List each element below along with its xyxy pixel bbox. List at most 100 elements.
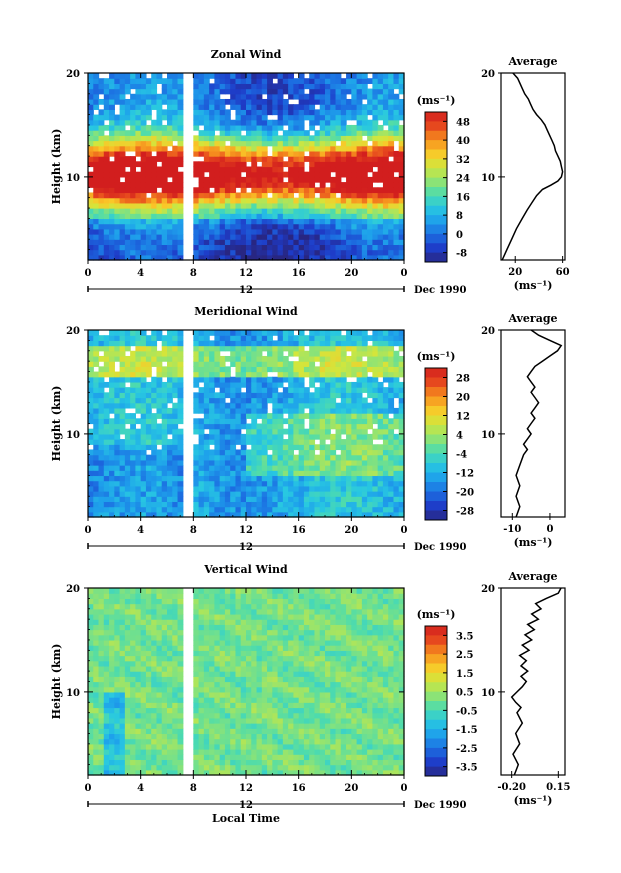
vertical-heatmap-cell <box>193 608 200 615</box>
vertical-heatmap-cell <box>114 697 121 703</box>
zonal-heatmap-cell <box>298 130 305 136</box>
zonal-heatmap-cell <box>325 119 331 126</box>
meridional-heatmap-cell <box>161 340 168 347</box>
vertical-heatmap-cell <box>167 749 173 755</box>
zonal-heatmap-cell <box>98 130 105 136</box>
zonal-heatmap-cell <box>198 88 205 95</box>
meridional-heatmap-cell <box>372 475 379 482</box>
meridional-heatmap-cell <box>167 355 173 362</box>
meridional-heatmap-cell <box>156 428 163 435</box>
vertical-heatmap-cell <box>167 712 173 719</box>
zonal-heatmap-cell <box>398 182 405 188</box>
zonal-heatmap-cell <box>372 88 379 95</box>
zonal-heatmap-cell <box>277 171 284 178</box>
vertical-heatmap-cell <box>109 671 115 677</box>
meridional-heatmap-cell <box>251 397 258 404</box>
meridional-heatmap-cell <box>282 335 289 341</box>
meridional-heatmap-cell <box>288 511 294 518</box>
vertical-heatmap-cell <box>209 749 215 755</box>
zonal-heatmap-cell <box>109 192 115 199</box>
meridional-heatmap-cell <box>267 387 273 393</box>
vertical-heatmap-cell <box>177 650 184 657</box>
vertical-heatmap-cell <box>214 665 221 672</box>
zonal-heatmap-cell <box>382 93 389 100</box>
meridional-heatmap-cell <box>356 381 363 388</box>
meridional-colorbar-segment <box>425 444 447 454</box>
meridional-heatmap-cell <box>88 345 94 352</box>
meridional-heatmap-cell <box>314 454 321 461</box>
zonal-heatmap-cell <box>251 223 258 230</box>
meridional-heatmap-cell <box>135 491 142 497</box>
zonal-heatmap-cell <box>151 145 158 152</box>
zonal-heatmap-cell <box>124 249 131 256</box>
meridional-heatmap-cell <box>377 335 384 341</box>
zonal-heatmap-cell <box>261 249 268 256</box>
zonal-heatmap-cell <box>288 228 294 235</box>
meridional-heatmap-cell <box>309 376 316 383</box>
zonal-heatmap-cell <box>177 161 184 168</box>
meridional-heatmap-cell <box>372 413 379 419</box>
zonal-heatmap-cell <box>356 244 363 251</box>
meridional-heatmap-cell <box>177 366 184 373</box>
meridional-heatmap-cell <box>135 371 142 378</box>
meridional-heatmap-cell <box>172 444 179 451</box>
zonal-heatmap-cell <box>346 145 352 152</box>
meridional-heatmap-cell <box>372 335 379 341</box>
zonal-heatmap-cell <box>156 208 163 214</box>
meridional-heatmap-cell <box>114 439 121 445</box>
zonal-heatmap-cell <box>198 239 205 246</box>
meridional-heatmap-cell <box>151 381 158 388</box>
vertical-heatmap-cell <box>114 733 121 740</box>
zonal-heatmap-cell <box>193 93 200 100</box>
zonal-heatmap-cell <box>246 223 252 230</box>
meridional-profile-xtick-label: 0 <box>546 524 553 535</box>
meridional-heatmap-cell <box>209 433 215 440</box>
meridional-heatmap-cell <box>240 439 247 445</box>
meridional-heatmap-cell <box>398 485 405 492</box>
zonal-heatmap-cell <box>367 109 373 116</box>
zonal-heatmap-cell <box>193 187 200 194</box>
meridional-heatmap-cell <box>314 444 321 451</box>
vertical-heatmap-cell <box>114 665 121 672</box>
meridional-heatmap-cell <box>130 330 136 336</box>
vertical-heatmap-cell <box>114 598 121 605</box>
meridional-heatmap-cell <box>251 491 258 497</box>
meridional-heatmap-cell <box>98 340 105 347</box>
vertical-heatmap-cell <box>119 629 126 636</box>
meridional-heatmap-cell <box>256 444 263 451</box>
meridional-heatmap-cell <box>393 465 400 471</box>
zonal-heatmap-cell <box>293 218 300 225</box>
zonal-heatmap-cell <box>119 93 126 100</box>
meridional-heatmap-cell <box>261 444 268 451</box>
zonal-heatmap-cell <box>224 213 231 220</box>
meridional-heatmap-cell <box>235 501 242 508</box>
zonal-heatmap-cell <box>361 208 368 214</box>
zonal-heatmap-cell <box>303 249 310 256</box>
zonal-heatmap-cell <box>124 78 131 84</box>
zonal-heatmap-cell <box>256 104 263 110</box>
meridional-heatmap-cell <box>282 511 289 518</box>
meridional-heatmap-cell <box>109 402 115 409</box>
vertical-heatmap-cell <box>98 655 105 662</box>
meridional-heatmap-cell <box>272 480 279 487</box>
meridional-heatmap-cell <box>330 397 337 404</box>
meridional-heatmap-cell <box>119 355 126 362</box>
zonal-heatmap-cell <box>145 109 152 116</box>
zonal-heatmap-cell <box>346 234 352 240</box>
meridional-heatmap-cell <box>398 449 405 456</box>
zonal-heatmap-cell <box>256 223 263 230</box>
zonal-heatmap-cell <box>367 166 373 173</box>
meridional-heatmap-cell <box>319 376 326 383</box>
vertical-heatmap-cell <box>98 749 105 755</box>
zonal-heatmap-cell <box>156 213 163 220</box>
zonal-heatmap-cell <box>214 208 221 214</box>
vertical-heatmap-cell <box>135 754 142 761</box>
zonal-heatmap-cell <box>240 223 247 230</box>
vertical-heatmap-cell <box>172 764 179 771</box>
meridional-heatmap-cell <box>314 350 321 357</box>
zonal-heatmap-cell <box>377 124 384 131</box>
zonal-heatmap-cell <box>193 145 200 152</box>
meridional-heatmap-cell <box>219 459 226 466</box>
vertical-heatmap-cell <box>124 619 131 625</box>
meridional-heatmap-cell <box>119 376 126 383</box>
